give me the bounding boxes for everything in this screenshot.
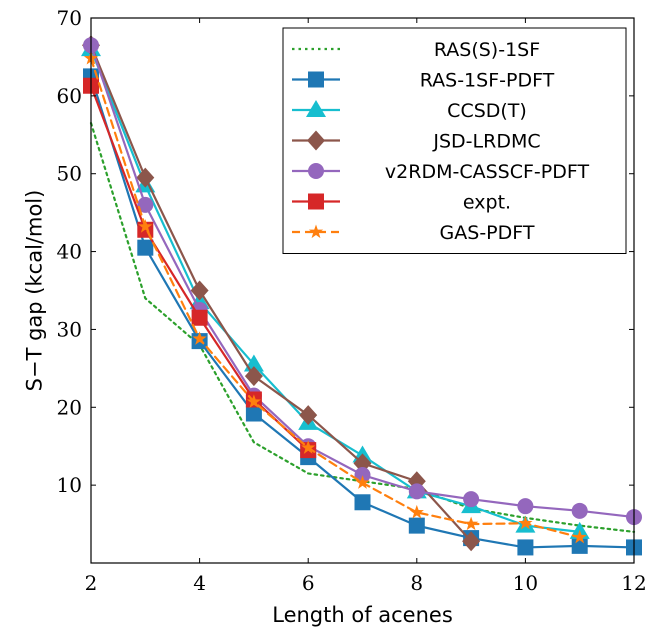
data-point (353, 453, 372, 474)
y-tick-label: 50 (57, 162, 82, 186)
y-tick-label: 70 (57, 6, 82, 30)
legend-item: expt. (292, 192, 511, 214)
series-v2rdm-casscf-pdft (83, 37, 642, 526)
x-tick-label: 12 (621, 571, 646, 595)
y-tick-label: 30 (57, 317, 82, 341)
data-point (408, 517, 425, 534)
legend-label: JSD-LRDMC (432, 131, 540, 153)
legend-label: v2RDM-CASSCF-PDFT (385, 161, 590, 183)
series-line (89, 57, 581, 539)
legend-marker (308, 193, 324, 210)
data-point (463, 516, 479, 531)
ticks-layer: 2 4 6 8 10 12 10 20 30 40 50 60 70 (57, 6, 647, 595)
legend-item: JSD-LRDMC (292, 130, 541, 153)
legend-item: GAS-PDFT (292, 222, 535, 244)
series-layer (81, 35, 642, 556)
legend-box (282, 27, 627, 254)
data-point (462, 531, 481, 552)
data-point (571, 537, 588, 554)
x-axis-label: Length of acenes (272, 603, 453, 627)
legend-marker (308, 71, 324, 88)
legend-item: v2RDM-CASSCF-PDFT (292, 161, 589, 183)
legend-label: RAS-1SF-PDFT (420, 70, 555, 92)
data-point (572, 529, 587, 544)
data-point (571, 502, 588, 519)
data-point (301, 440, 316, 454)
data-point (299, 405, 318, 426)
data-point (192, 331, 207, 345)
data-point (136, 167, 155, 188)
legend-item: CCSD(T) (292, 100, 527, 122)
legend-marker (306, 100, 326, 117)
series-line (89, 44, 473, 543)
data-point (191, 309, 208, 326)
x-tick-label: 10 (513, 571, 538, 595)
legend-item: RAS(S)-1SF (292, 39, 540, 61)
data-point (245, 405, 262, 422)
data-point (137, 196, 154, 213)
data-point (409, 504, 424, 519)
data-point (408, 483, 425, 500)
y-axis-label: S−T gap (kcal/mol) (22, 190, 46, 392)
data-point (518, 515, 533, 530)
plot-frame (90, 17, 635, 564)
data-point (246, 394, 262, 408)
x-tick-label: 4 (193, 571, 206, 595)
legend: RAS(S)-1SF RAS-1SF-PDFT CCSD(T) JSD-LRDMC v2… (282, 27, 627, 254)
y-tick-label: 10 (57, 473, 82, 497)
data-point (138, 219, 153, 233)
data-point (137, 239, 154, 256)
y-tick-label: 20 (57, 395, 82, 419)
data-point (244, 366, 263, 387)
data-point (517, 498, 534, 515)
legend-label: RAS(S)-1SF (434, 39, 540, 61)
legend-label: expt. (463, 192, 511, 214)
y-tick-label: 60 (57, 84, 82, 108)
series-expt (83, 77, 317, 459)
legend-label: CCSD(T) (447, 100, 527, 122)
data-point (463, 491, 480, 508)
y-tick-label: 40 (57, 240, 82, 264)
data-point (517, 539, 534, 556)
legend-item: RAS-1SF-PDFT (292, 70, 555, 92)
data-point (190, 280, 209, 301)
data-point (355, 475, 370, 489)
legend-label: GAS-PDFT (440, 222, 535, 244)
data-point (354, 494, 371, 511)
x-tick-label: 6 (302, 571, 315, 595)
legend-marker (307, 130, 325, 151)
x-tick-label: 2 (85, 571, 98, 595)
legend-marker (308, 163, 324, 179)
legend-marker (308, 224, 324, 239)
x-tick-label: 8 (410, 571, 423, 595)
